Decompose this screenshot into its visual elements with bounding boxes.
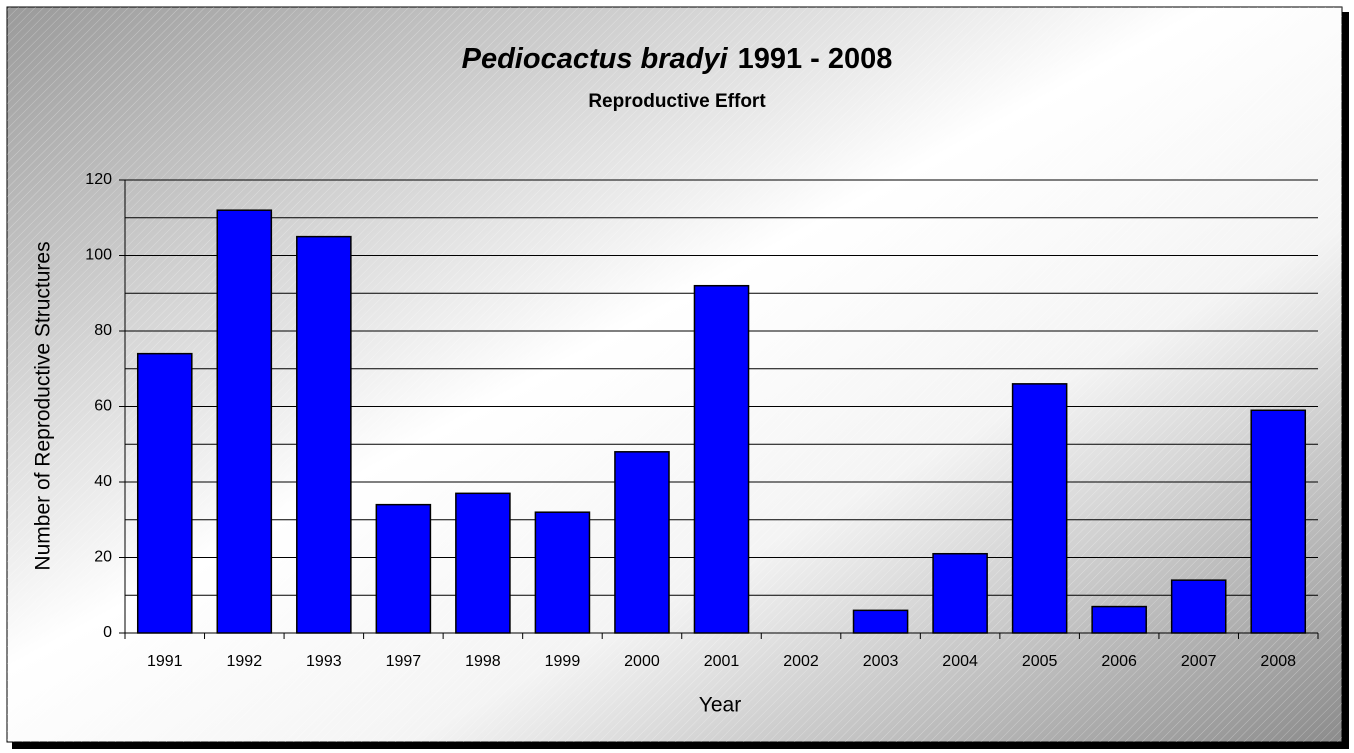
bar bbox=[693, 284, 750, 634]
x-tick-label: 1998 bbox=[465, 653, 501, 670]
bar bbox=[1250, 409, 1307, 634]
x-tick-label: 2000 bbox=[624, 653, 660, 670]
x-tick-label: 2003 bbox=[863, 653, 899, 670]
bar bbox=[296, 235, 352, 634]
bar bbox=[534, 511, 591, 634]
y-tick-label: 120 bbox=[85, 171, 112, 188]
title-species: Pediocactus bradyi bbox=[462, 43, 729, 75]
x-tick-label: 1991 bbox=[147, 653, 183, 670]
y-tick-label: 20 bbox=[94, 549, 112, 566]
chart-subtitle: Reproductive Effort bbox=[588, 91, 766, 112]
y-tick-label: 100 bbox=[85, 247, 112, 264]
y-axis-label: Number of Reproductive Structures bbox=[32, 241, 55, 570]
x-tick-label: 2007 bbox=[1181, 653, 1217, 670]
x-tick-label: 2005 bbox=[1022, 653, 1058, 670]
y-tick-label: 0 bbox=[103, 624, 112, 641]
x-tick-label: 1999 bbox=[545, 653, 581, 670]
x-tick-label: 2002 bbox=[783, 653, 819, 670]
x-tick-label: 2001 bbox=[704, 653, 740, 670]
bar bbox=[455, 492, 511, 634]
bar bbox=[375, 503, 432, 634]
y-tick-label: 80 bbox=[94, 322, 112, 339]
bar bbox=[852, 609, 909, 634]
x-tick-label: 2006 bbox=[1101, 653, 1137, 670]
y-tick-label: 60 bbox=[94, 398, 112, 415]
bar bbox=[1011, 383, 1068, 634]
x-tick-label: 2008 bbox=[1260, 653, 1296, 670]
chart-title: Pediocactus bradyi 1991 - 2008 bbox=[462, 43, 893, 75]
x-tick-label: 2004 bbox=[942, 653, 978, 670]
x-tick-label: 1997 bbox=[386, 653, 422, 670]
x-axis-label: Year bbox=[699, 694, 741, 717]
y-tick-label: 40 bbox=[94, 473, 112, 490]
bar bbox=[216, 209, 273, 634]
x-tick-label: 1993 bbox=[306, 653, 342, 670]
title-years: 1991 - 2008 bbox=[738, 43, 893, 75]
bar bbox=[1091, 605, 1147, 634]
x-tick-label: 1992 bbox=[227, 653, 263, 670]
bar bbox=[932, 552, 988, 634]
bar bbox=[614, 451, 670, 634]
bar bbox=[136, 352, 193, 634]
bar bbox=[1170, 579, 1227, 634]
